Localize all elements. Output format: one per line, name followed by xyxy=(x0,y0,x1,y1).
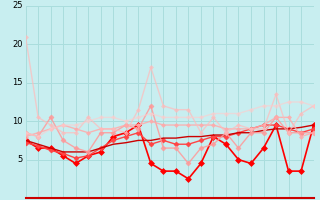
Text: 20: 20 xyxy=(12,40,23,49)
Text: 5: 5 xyxy=(18,155,23,164)
Text: 10: 10 xyxy=(12,117,23,126)
Text: 25: 25 xyxy=(12,1,23,10)
Text: 15: 15 xyxy=(12,78,23,87)
